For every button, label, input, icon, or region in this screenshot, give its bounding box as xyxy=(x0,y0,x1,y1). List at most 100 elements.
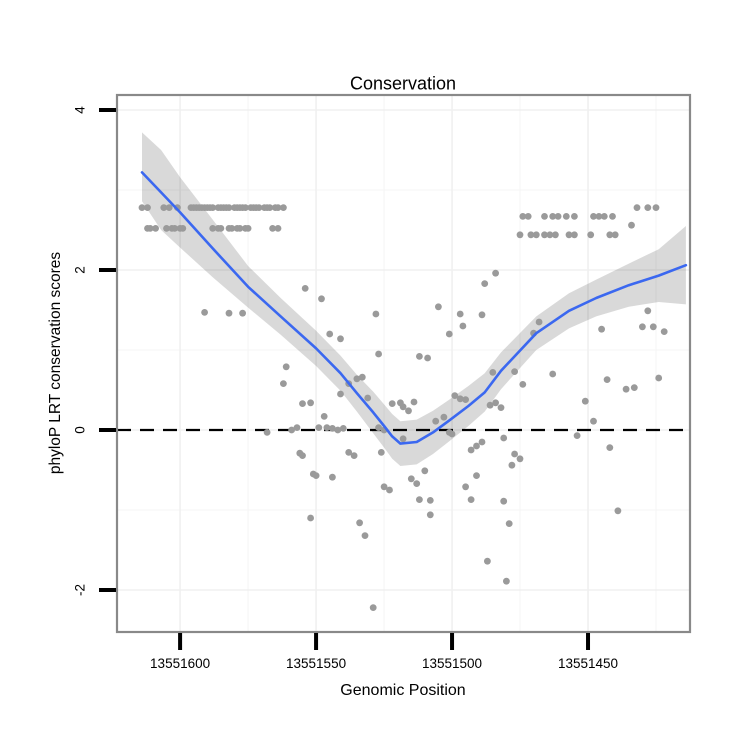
scatter-point xyxy=(481,280,489,287)
scatter-point xyxy=(581,397,589,405)
scatter-point xyxy=(500,497,508,505)
scatter-point xyxy=(571,213,578,220)
scatter-point xyxy=(377,449,385,456)
scatter-point xyxy=(511,450,518,458)
scatter-point xyxy=(541,231,548,239)
scatter-point xyxy=(628,221,635,229)
scatter-point xyxy=(323,424,331,431)
scatter-point xyxy=(274,225,282,232)
scatter-point xyxy=(516,455,524,463)
scatter-point xyxy=(467,496,475,503)
scatter-point xyxy=(225,204,233,212)
scatter-point xyxy=(492,269,499,277)
scatter-point xyxy=(571,231,578,239)
scatter-point xyxy=(519,213,527,220)
scatter-point xyxy=(345,449,353,456)
scatter-point xyxy=(255,204,263,212)
scatter-point xyxy=(606,444,614,451)
scatter-point xyxy=(152,225,160,232)
scatter-point xyxy=(467,446,475,454)
scatter-point xyxy=(209,225,217,232)
scatter-point xyxy=(405,407,412,415)
scatter-point xyxy=(163,225,170,232)
scatter-point xyxy=(209,204,217,212)
scatter-point xyxy=(462,396,469,403)
scatter-point xyxy=(440,413,448,421)
scatter-point xyxy=(369,604,377,611)
scatter-point xyxy=(473,472,480,479)
scatter-point xyxy=(413,480,421,487)
panel-background xyxy=(117,95,690,632)
y-tick-label: 0 xyxy=(73,426,88,434)
scatter-point xyxy=(546,231,554,239)
scatter-point xyxy=(416,353,423,360)
scatter-point xyxy=(266,204,274,212)
scatter-point xyxy=(633,204,641,212)
scatter-point xyxy=(473,442,480,450)
scatter-point xyxy=(639,323,646,331)
scatter-point xyxy=(451,392,459,399)
scatter-point xyxy=(421,467,429,475)
scatter-point xyxy=(516,231,524,239)
scatter-point xyxy=(269,225,276,232)
y-tick-label: -2 xyxy=(73,584,88,596)
scatter-point xyxy=(293,424,301,431)
scatter-point xyxy=(486,401,494,409)
scatter-point xyxy=(280,380,287,387)
scatter-point xyxy=(459,322,467,330)
scatter-point xyxy=(171,225,179,232)
scatter-point xyxy=(307,514,314,522)
y-tick-label: 2 xyxy=(73,266,88,274)
scatter-point xyxy=(500,434,508,442)
scatter-point xyxy=(372,310,380,318)
scatter-point xyxy=(565,231,573,239)
scatter-point xyxy=(445,330,453,338)
scatter-point xyxy=(165,204,173,212)
scatter-point xyxy=(424,354,431,362)
scatter-point xyxy=(511,368,518,375)
scatter-point xyxy=(375,424,382,431)
scatter-point xyxy=(225,309,233,317)
y-axis-title: phyloP LRT conservation scores xyxy=(47,251,64,475)
scatter-point xyxy=(552,231,559,239)
scatter-point xyxy=(590,213,597,220)
scatter-point xyxy=(503,577,510,585)
scatter-point xyxy=(600,213,608,220)
scatter-point xyxy=(630,384,638,391)
scatter-point xyxy=(505,520,513,527)
scatter-point xyxy=(280,204,287,212)
scatter-point xyxy=(652,204,660,212)
scatter-point xyxy=(315,424,323,431)
scatter-point xyxy=(649,323,657,331)
scatter-point xyxy=(337,335,344,343)
scatter-point xyxy=(562,213,570,220)
scatter-point xyxy=(301,285,309,292)
scatter-point xyxy=(609,213,616,220)
scatter-point xyxy=(644,204,652,212)
scatter-point xyxy=(554,213,562,220)
scatter-point xyxy=(361,532,369,539)
scatter-point xyxy=(318,295,325,303)
scatter-point xyxy=(478,438,486,446)
x-axis-title: Genomic Position xyxy=(340,682,466,699)
scatter-point xyxy=(508,461,516,469)
scatter-point xyxy=(410,398,418,406)
scatter-point xyxy=(598,325,605,333)
scatter-point xyxy=(660,328,668,335)
scatter-point xyxy=(456,310,464,318)
scatter-point xyxy=(160,204,168,212)
scatter-point xyxy=(416,496,423,503)
chart-title: Conservation xyxy=(349,73,457,94)
scatter-point xyxy=(456,395,464,403)
scatter-point xyxy=(622,385,630,393)
scatter-point xyxy=(326,330,334,338)
scatter-point xyxy=(337,390,344,398)
scatter-point xyxy=(375,350,382,358)
x-tick-label: 13551500 xyxy=(422,656,482,671)
scatter-point xyxy=(242,204,249,212)
scatter-point xyxy=(399,403,407,411)
scatter-point xyxy=(388,400,396,407)
scatter-point xyxy=(263,429,271,436)
x-tick-label: 13551550 xyxy=(286,656,346,671)
